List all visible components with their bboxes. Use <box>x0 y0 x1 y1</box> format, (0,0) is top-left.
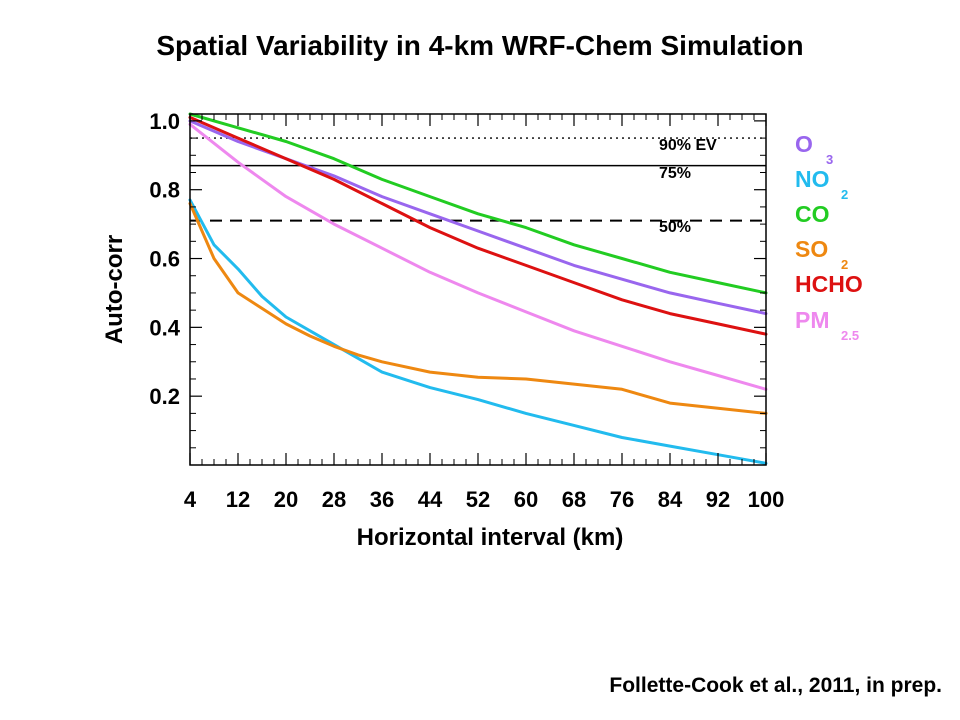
legend-item: HCHO <box>795 271 863 297</box>
legend-label: HCHO <box>795 271 863 297</box>
x-tick-label: 28 <box>322 487 346 512</box>
x-tick-label: 60 <box>514 487 538 512</box>
legend-item: PM 2.5 <box>795 307 859 343</box>
x-tick-label: 92 <box>706 487 730 512</box>
series-line-no2 <box>188 198 768 465</box>
x-tick-label: 44 <box>418 487 443 512</box>
x-axis-title: Horizontal interval (km) <box>357 524 624 551</box>
y-tick-label: 0.2 <box>149 384 180 409</box>
reference-label: 50% <box>659 219 691 236</box>
series-line-pm25 <box>188 122 768 391</box>
legend-label: O <box>795 131 813 157</box>
reference-label: 90% EV <box>659 137 717 154</box>
y-tick-label: 1.0 <box>149 109 180 134</box>
y-tick-label: 0.4 <box>149 315 180 340</box>
y-tick-label: 0.8 <box>149 178 180 203</box>
legend-item: NO 2 <box>795 166 848 202</box>
y-tick-label: 0.6 <box>149 247 180 272</box>
legend-item: O3 <box>795 131 833 167</box>
series-line-hcho <box>188 115 768 336</box>
legend-subscript: 2 <box>841 257 848 272</box>
x-tick-label: 76 <box>610 487 634 512</box>
legend-label: NO <box>795 166 830 192</box>
reference-label: 75% <box>659 165 691 182</box>
legend-label: CO <box>795 201 830 227</box>
x-tick-label: 84 <box>658 487 683 512</box>
x-tick-label: 20 <box>274 487 298 512</box>
series-line-co <box>188 112 768 295</box>
x-tick-label: 68 <box>562 487 586 512</box>
legend-item: CO <box>795 201 830 227</box>
x-tick-label: 4 <box>184 487 197 512</box>
legend-label: SO <box>795 236 828 262</box>
legend-subscript: 2 <box>841 187 848 202</box>
legend-label: PM <box>795 307 830 333</box>
x-tick-label: 36 <box>370 487 394 512</box>
legend-subscript: 3 <box>826 152 833 167</box>
x-tick-label: 12 <box>226 487 250 512</box>
x-tick-label: 52 <box>466 487 490 512</box>
legend-item: SO 2 <box>795 236 848 272</box>
legend-subscript: 2.5 <box>841 328 859 343</box>
chart-title: Spatial Variability in 4-km WRF-Chem Sim… <box>156 30 804 61</box>
series-line-so2 <box>188 202 768 415</box>
x-tick-label: 100 <box>748 487 785 512</box>
citation: Follette-Cook et al., 2011, in prep. <box>609 674 942 697</box>
y-axis-title: Auto-corr <box>101 235 128 344</box>
